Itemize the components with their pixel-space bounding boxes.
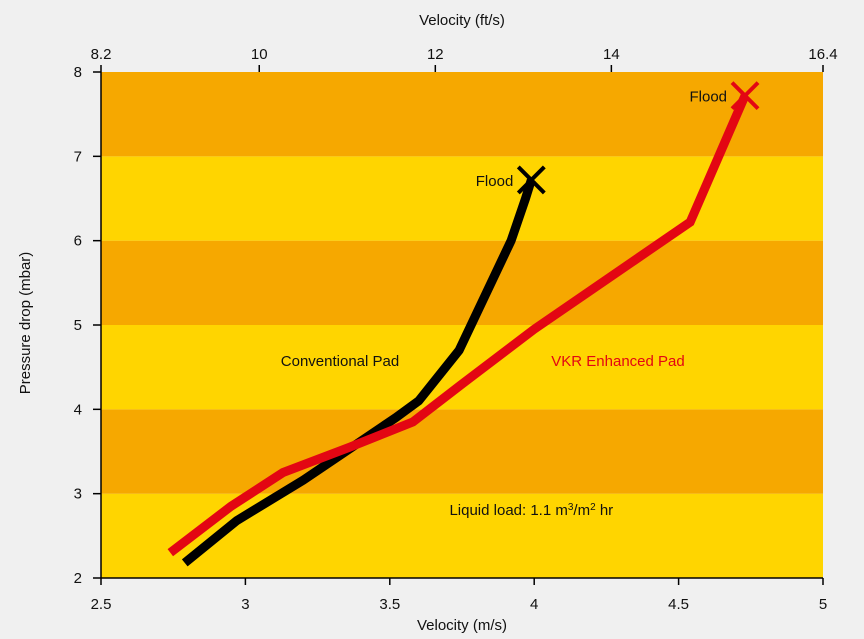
y-tick-label: 8 <box>74 64 82 81</box>
y-axis-title: Pressure drop (mbar) <box>17 252 34 395</box>
top-tick-label: 14 <box>603 46 620 63</box>
background-bands <box>101 72 823 578</box>
series-label-conventional: Conventional Pad <box>281 353 399 370</box>
annotation-text: hr <box>596 502 614 519</box>
series-label-vkr: VKR Enhanced Pad <box>551 353 684 370</box>
y-tick-label: 3 <box>74 486 82 503</box>
y-tick-label: 5 <box>74 317 82 334</box>
y-tick-label: 6 <box>74 233 82 250</box>
x-tick-label: 3 <box>241 596 249 613</box>
y-tick-label: 4 <box>74 401 82 418</box>
top-tick-label: 16.4 <box>808 46 837 63</box>
series-line-1 <box>167 93 750 557</box>
flood-marker-0 <box>516 165 546 195</box>
flood-cross-stroke <box>730 81 760 111</box>
top-tick-label: 8.2 <box>91 46 112 63</box>
y-tick-label: 2 <box>74 570 82 587</box>
band-3 <box>101 240 823 325</box>
flood-cross-stroke <box>516 165 546 195</box>
flood-marker-1 <box>730 81 760 111</box>
x-tick-label: 5 <box>819 596 827 613</box>
annotation-text: Liquid load: 1.1 m <box>449 502 567 519</box>
series-lines <box>167 81 760 567</box>
top-tick-label: 10 <box>251 46 268 63</box>
x-axis-title: Velocity (m/s) <box>417 617 507 634</box>
annotation-superscript: 2 <box>590 501 596 512</box>
band-1 <box>101 409 823 494</box>
text-labels: Velocity (ft/s) Velocity (m/s) Pressure dr… <box>17 12 727 634</box>
annotation-text: /m <box>573 502 590 519</box>
top-axis-title: Velocity (ft/s) <box>419 12 505 29</box>
x-tick-label: 4.5 <box>668 596 689 613</box>
top-tick-label: 12 <box>427 46 444 63</box>
x-tick-label: 2.5 <box>91 596 112 613</box>
flood-label-1: Flood <box>689 89 727 106</box>
flood-label-0: Flood <box>476 173 514 190</box>
axes: 2 3 4 5 6 7 8 2.5 3 3.5 4 4.5 5 8.2 10 12 14 16.4 <box>74 46 838 613</box>
annotation-superscript: 3 <box>568 501 574 512</box>
series-line-0 <box>181 178 536 567</box>
band-5 <box>101 72 823 157</box>
liquid-load-annotation: Liquid load: 1.1 m3/m2 hr <box>449 501 613 519</box>
x-tick-label: 4 <box>530 596 538 613</box>
y-tick-label: 7 <box>74 148 82 165</box>
x-tick-label: 3.5 <box>379 596 400 613</box>
